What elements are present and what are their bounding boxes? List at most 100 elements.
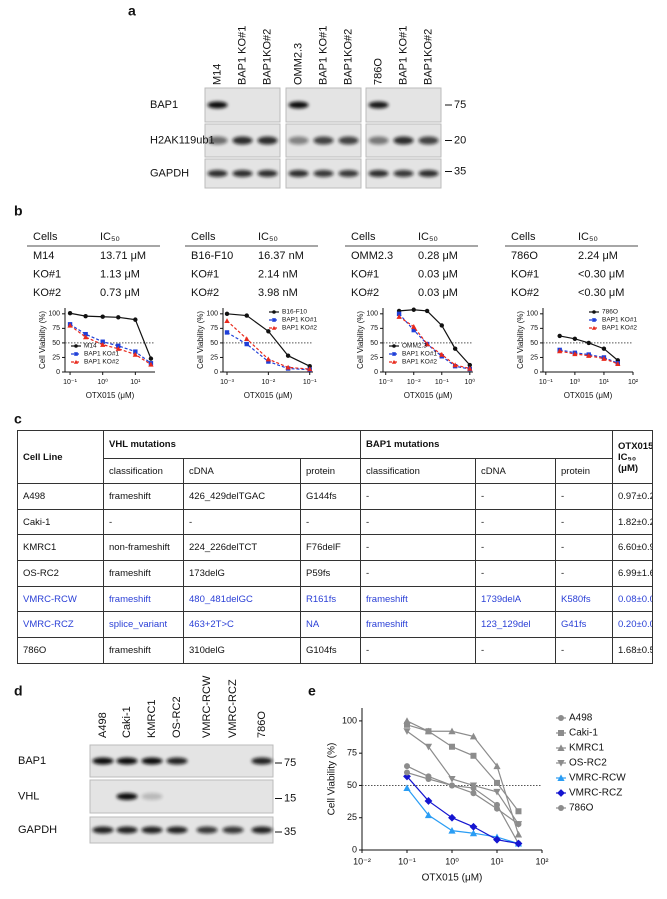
data-point	[514, 839, 523, 848]
table-cell: 0.20±0.03	[612, 611, 653, 639]
table-cell: G41fs	[555, 611, 613, 639]
lane-label: VMRC-RCZ	[227, 679, 239, 738]
table-cell: VMRC-RCZ	[17, 611, 104, 639]
table-cell: -	[475, 483, 556, 510]
y-axis-label: Cell Viability (%)	[196, 311, 205, 369]
table-cell: 1.82±0.21	[612, 508, 653, 536]
blot-band	[222, 826, 244, 834]
table-cell: -	[475, 560, 556, 587]
legend-marker	[557, 774, 565, 781]
legend-marker	[392, 344, 396, 348]
table-row: Caki-1------1.82±0.21	[17, 508, 653, 536]
blot-band	[207, 101, 228, 109]
data-point	[133, 317, 138, 322]
table-cell: -	[300, 508, 361, 536]
blot-band	[368, 101, 389, 109]
y-tick-label: 25	[530, 354, 538, 361]
data-point	[439, 323, 444, 328]
x-tick-label: 10⁰	[97, 378, 108, 386]
data-point	[452, 346, 458, 351]
table-header: Cells	[351, 231, 376, 243]
blot-band	[393, 170, 414, 177]
legend-label: B16-F10	[282, 309, 307, 316]
data-point	[403, 728, 411, 735]
marker-label: 20	[454, 134, 466, 146]
table-cell: 786O	[17, 637, 104, 664]
lane-label: KMRC1	[146, 699, 158, 738]
marker-label: 15	[284, 792, 296, 804]
y-tick-label: 25	[210, 354, 218, 361]
blot-band	[313, 170, 334, 177]
table-cell: 6.60±0.91	[612, 534, 653, 562]
table-cell: frameshift	[103, 585, 184, 613]
table-cell: 786O	[511, 250, 538, 262]
y-tick-label: 50	[52, 340, 60, 347]
data-point	[424, 727, 433, 735]
data-point	[424, 811, 433, 819]
x-tick-label: 10⁻¹	[435, 379, 449, 386]
x-tick-label: 10⁻³	[220, 379, 234, 386]
lane-label: OS-RC2	[171, 696, 183, 738]
legend-marker	[591, 325, 597, 330]
blot-band	[257, 170, 278, 177]
table-cell: KO#1	[191, 268, 219, 280]
series-line	[406, 787, 519, 845]
data-point	[448, 727, 456, 735]
table-header: Cells	[33, 231, 58, 243]
legend-marker	[73, 359, 79, 364]
table-cell: R161fs	[300, 585, 361, 613]
blot-band	[338, 136, 359, 145]
table-cell: 6.99±1.69	[612, 560, 653, 587]
data-point	[493, 788, 501, 796]
blot-band	[141, 793, 163, 800]
legend-marker	[558, 715, 564, 721]
blot-band	[166, 826, 188, 834]
data-point	[396, 311, 402, 317]
lane-label: M14	[211, 64, 223, 85]
lane-label: BAP1KO#2	[261, 29, 273, 85]
lane-label: 786O	[372, 58, 384, 85]
table-cell: Caki-1	[17, 508, 104, 536]
data-point	[266, 329, 271, 334]
panel-label: a	[128, 3, 136, 19]
data-point	[244, 336, 250, 342]
blot-band	[116, 757, 138, 765]
legend-label: A498	[569, 713, 593, 724]
x-tick-label: 10⁻²	[261, 379, 275, 386]
table-cell: 0.97±0.24	[612, 483, 653, 510]
table-cell: 16.37 nM	[258, 250, 304, 262]
blot-band	[251, 826, 273, 834]
row-label: BAP1	[150, 99, 178, 111]
blot-band	[251, 757, 273, 765]
x-tick-label: 10¹	[490, 856, 503, 866]
blot-band	[393, 136, 414, 145]
data-point	[572, 351, 578, 357]
legend-marker	[558, 805, 564, 811]
series-line	[406, 730, 519, 825]
data-point	[83, 313, 88, 319]
mutation-table: Cell Line VHL mutations BAP1 mutations OTX0…	[17, 430, 653, 664]
series-line	[559, 349, 619, 364]
table-row: VMRC-RCW frameshift 480_481delGC R161fs fram…	[17, 585, 653, 613]
table-cell: 0.03 μM	[418, 287, 458, 299]
legend-marker	[272, 318, 276, 322]
table-cell: P59fs	[300, 560, 361, 587]
blot-band	[338, 170, 359, 177]
table-cell: -	[555, 483, 613, 510]
lane-label: BAP1 KO#1	[236, 26, 248, 85]
data-point	[572, 336, 578, 342]
data-point	[116, 343, 121, 349]
series-line	[559, 350, 619, 365]
data-point	[449, 782, 455, 789]
table-cell: -	[475, 637, 556, 664]
column-subheader: cDNA	[183, 458, 301, 484]
table-cell: 0.73 μM	[100, 287, 140, 299]
data-point	[494, 779, 500, 786]
blot-band	[313, 136, 334, 145]
data-point	[448, 776, 456, 783]
table-cell: 480_481delGC	[183, 585, 301, 613]
table-cell: -	[360, 560, 476, 587]
table-cell: F76delF	[300, 534, 361, 562]
